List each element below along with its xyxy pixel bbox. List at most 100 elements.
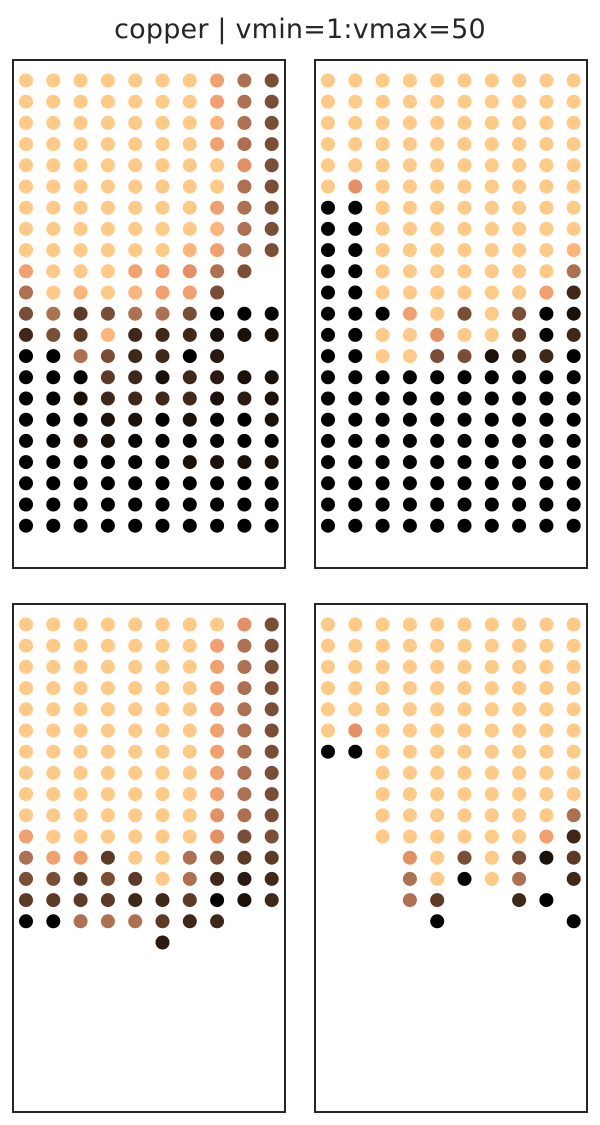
scatter-point	[155, 370, 170, 385]
scatter-point	[457, 243, 472, 258]
scatter-point	[46, 765, 61, 780]
scatter-point	[402, 327, 417, 342]
scatter-point	[402, 391, 417, 406]
scatter-point	[128, 497, 143, 512]
scatter-point	[484, 264, 499, 279]
scatter-point	[348, 455, 363, 470]
scatter-point	[375, 391, 390, 406]
scatter-point	[539, 158, 554, 173]
scatter-point	[402, 638, 417, 653]
scatter-point	[128, 638, 143, 653]
scatter-point	[512, 73, 527, 88]
scatter-point	[402, 765, 417, 780]
scatter-point	[182, 914, 197, 929]
scatter-point	[210, 115, 225, 130]
scatter-point	[321, 264, 335, 279]
scatter-point	[457, 327, 472, 342]
scatter-point	[46, 476, 61, 491]
scatter-point	[566, 617, 581, 632]
scatter-point	[264, 893, 279, 908]
scatter-point	[566, 850, 581, 865]
scatter-point	[566, 681, 581, 696]
scatter-point	[210, 914, 225, 929]
scatter-point	[19, 158, 33, 173]
scatter-point	[512, 808, 527, 823]
scatter-point	[73, 94, 88, 109]
scatter-point	[237, 243, 252, 258]
scatter-point	[264, 412, 279, 427]
scatter-point	[457, 659, 472, 674]
scatter-point	[155, 681, 170, 696]
scatter-point	[375, 327, 390, 342]
scatter-point	[321, 327, 335, 342]
scatter-point	[73, 476, 88, 491]
scatter-point	[512, 638, 527, 653]
scatter-point	[512, 158, 527, 173]
scatter-point	[210, 476, 225, 491]
scatter-point	[210, 518, 225, 533]
scatter-point	[512, 370, 527, 385]
scatter-point	[430, 327, 445, 342]
scatter-point	[402, 497, 417, 512]
scatter-point	[155, 617, 170, 632]
scatter-point	[512, 285, 527, 300]
scatter-point	[321, 638, 335, 653]
scatter-point	[430, 638, 445, 653]
scatter-point	[430, 850, 445, 865]
scatter-point	[484, 115, 499, 130]
scatter-point	[566, 829, 581, 844]
scatter-point	[19, 638, 33, 653]
scatter-point	[402, 349, 417, 364]
scatter-point	[430, 702, 445, 717]
scatter-point	[46, 412, 61, 427]
scatter-point	[321, 158, 335, 173]
scatter-point	[46, 73, 61, 88]
scatter-point	[375, 200, 390, 215]
scatter-point	[155, 765, 170, 780]
scatter-point	[484, 638, 499, 653]
scatter-point	[182, 702, 197, 717]
scatter-point	[457, 497, 472, 512]
scatter-point	[155, 518, 170, 533]
scatter-point	[375, 137, 390, 152]
scatter-point	[430, 370, 445, 385]
scatter-point	[128, 476, 143, 491]
scatter-point	[100, 391, 115, 406]
scatter-point	[210, 871, 225, 886]
scatter-point	[348, 391, 363, 406]
scatter-point	[264, 433, 279, 448]
scatter-point	[73, 914, 88, 929]
scatter-point	[182, 893, 197, 908]
scatter-point	[402, 200, 417, 215]
scatter-point	[512, 94, 527, 109]
scatter-point	[484, 73, 499, 88]
scatter-point	[19, 370, 33, 385]
scatter-point	[128, 179, 143, 194]
scatter-point	[321, 744, 335, 759]
scatter-point	[182, 200, 197, 215]
scatter-point	[566, 497, 581, 512]
scatter-point	[566, 115, 581, 130]
scatter-point	[100, 158, 115, 173]
scatter-point	[19, 412, 33, 427]
scatter-point	[484, 744, 499, 759]
scatter-point	[375, 476, 390, 491]
scatter-point	[210, 264, 225, 279]
scatter-point	[566, 638, 581, 653]
scatter-point	[155, 935, 170, 950]
scatter-point	[348, 73, 363, 88]
scatter-point	[566, 349, 581, 364]
scatter-point	[321, 221, 335, 236]
scatter-point	[182, 285, 197, 300]
scatter-point	[512, 243, 527, 258]
scatter-point	[237, 702, 252, 717]
scatter-point	[566, 702, 581, 717]
scatter-point	[128, 871, 143, 886]
scatter-point	[155, 179, 170, 194]
scatter-point	[128, 681, 143, 696]
scatter-point	[155, 115, 170, 130]
scatter-point	[128, 115, 143, 130]
scatter-point	[375, 115, 390, 130]
scatter-point	[155, 744, 170, 759]
scatter-point	[348, 327, 363, 342]
